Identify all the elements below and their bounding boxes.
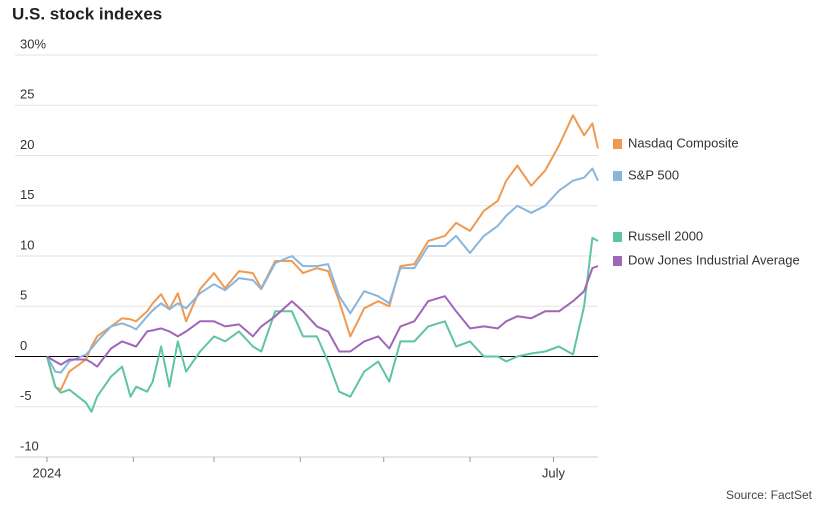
legend-label: S&P 500 [628,167,679,182]
y-tick-label: 15 [20,187,34,202]
y-tick-label: 20 [20,137,34,152]
legend-label: Russell 2000 [628,228,703,243]
legend-swatch [613,256,622,266]
y-tick-label: -5 [20,388,32,403]
y-tick-label: 10 [20,237,34,252]
x-tick-label: July [542,465,566,480]
legend-swatch [613,139,622,149]
series-line [46,114,599,391]
series-line [46,236,599,413]
series-line [46,265,599,368]
y-tick-label: -10 [20,438,39,453]
series-line [46,167,599,374]
legend-label: Dow Jones Industrial Average [628,252,800,267]
y-tick-label: 30% [20,36,46,51]
legend-label: Nasdaq Composite [628,135,739,150]
legend-swatch [613,171,622,181]
legend-swatch [613,232,622,242]
source: Source: FactSet [726,488,813,502]
y-tick-label: 0 [20,338,27,353]
x-tick-label: 2024 [33,465,62,480]
y-tick-label: 25 [20,87,34,102]
y-tick-label: 5 [20,288,27,303]
chart-title: U.S. stock indexes [12,4,162,23]
